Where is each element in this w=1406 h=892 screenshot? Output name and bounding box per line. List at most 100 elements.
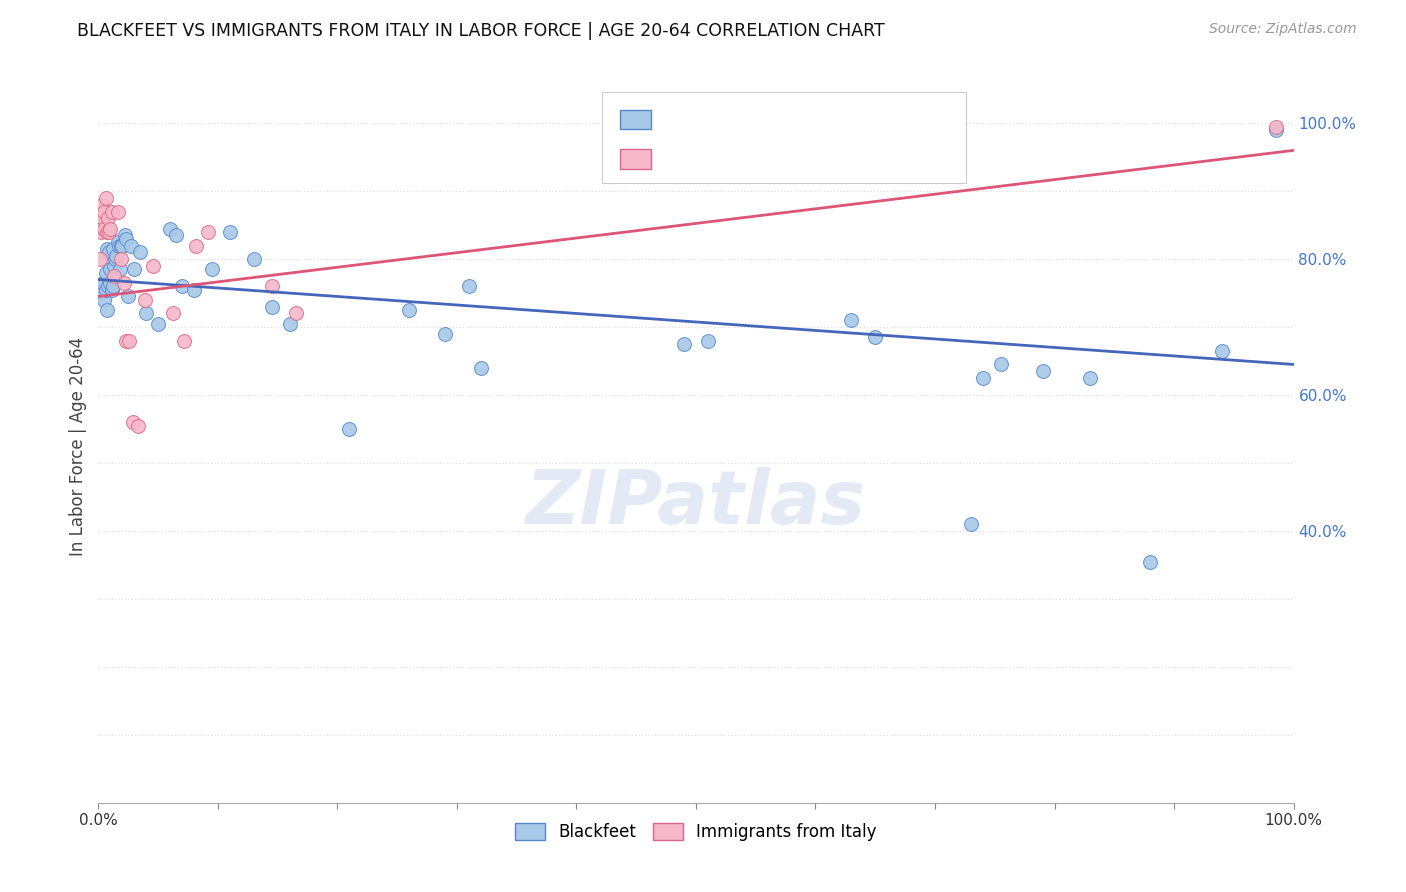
Text: 30: 30 xyxy=(855,150,880,169)
Point xyxy=(1080,371,1102,385)
Point xyxy=(118,334,141,348)
Point xyxy=(108,262,131,277)
Point xyxy=(142,259,165,273)
Text: 57: 57 xyxy=(855,111,880,128)
Point xyxy=(183,283,205,297)
Point xyxy=(134,293,156,307)
Point xyxy=(93,221,115,235)
Point xyxy=(972,371,994,385)
Point xyxy=(122,415,145,429)
Point xyxy=(398,303,420,318)
Point xyxy=(115,334,138,348)
Point xyxy=(173,334,195,348)
Point xyxy=(94,191,117,205)
Text: R =: R = xyxy=(661,150,700,169)
Point xyxy=(1211,343,1233,358)
Point xyxy=(100,204,122,219)
Point xyxy=(129,245,152,260)
Point xyxy=(98,245,121,260)
Point xyxy=(135,306,157,320)
Point xyxy=(120,238,142,252)
Point xyxy=(98,225,121,239)
Point xyxy=(100,283,122,297)
Point xyxy=(1139,555,1161,569)
Point xyxy=(197,225,219,239)
Point xyxy=(219,225,242,239)
Text: -0.180: -0.180 xyxy=(703,111,768,128)
Point xyxy=(110,252,132,266)
Point xyxy=(697,334,720,348)
Point xyxy=(98,262,122,277)
Point xyxy=(94,283,117,297)
Point xyxy=(111,238,134,252)
Point xyxy=(124,262,146,277)
Point xyxy=(110,238,132,252)
Text: R =: R = xyxy=(661,111,700,128)
Point xyxy=(186,238,208,252)
Point xyxy=(98,221,122,235)
Text: N =: N = xyxy=(815,111,855,128)
Point xyxy=(841,313,863,327)
Point xyxy=(960,517,983,532)
Point xyxy=(91,285,114,299)
Point xyxy=(1032,364,1054,378)
Point xyxy=(243,252,266,266)
Point xyxy=(89,252,111,266)
Point xyxy=(339,422,361,436)
Point xyxy=(94,266,117,280)
Point xyxy=(1264,120,1286,134)
Point xyxy=(96,225,118,239)
Point xyxy=(107,235,129,249)
Point xyxy=(165,228,187,243)
Point xyxy=(434,326,457,341)
Point xyxy=(284,306,307,320)
Point xyxy=(162,306,184,320)
Point xyxy=(172,279,194,293)
Point xyxy=(103,269,125,284)
Point xyxy=(93,293,115,307)
Point xyxy=(101,242,124,256)
Point xyxy=(96,303,118,318)
Point xyxy=(159,221,181,235)
Point xyxy=(104,252,127,266)
Legend: Blackfeet, Immigrants from Italy: Blackfeet, Immigrants from Italy xyxy=(509,816,883,848)
Point xyxy=(101,279,124,293)
Point xyxy=(91,198,114,212)
Point xyxy=(91,211,114,226)
Point xyxy=(260,300,283,314)
Point xyxy=(865,330,887,344)
Text: N =: N = xyxy=(815,150,855,169)
Point xyxy=(278,317,301,331)
Point xyxy=(93,204,115,219)
Point xyxy=(117,289,139,303)
Point xyxy=(98,276,122,290)
Point xyxy=(673,337,696,351)
Point xyxy=(458,279,481,293)
Point xyxy=(105,249,128,263)
Text: Source: ZipAtlas.com: Source: ZipAtlas.com xyxy=(1209,22,1357,37)
Point xyxy=(91,218,114,232)
Text: ZIPatlas: ZIPatlas xyxy=(526,467,866,540)
Point xyxy=(260,279,283,293)
Point xyxy=(107,204,129,219)
Point xyxy=(1264,123,1286,137)
Point xyxy=(201,262,224,277)
Point xyxy=(90,225,112,239)
Point xyxy=(470,360,492,375)
Point xyxy=(90,279,112,293)
Point xyxy=(114,228,136,243)
Y-axis label: In Labor Force | Age 20-64: In Labor Force | Age 20-64 xyxy=(69,336,87,556)
Point xyxy=(91,276,114,290)
Point xyxy=(115,232,138,246)
Point xyxy=(96,242,118,256)
Point xyxy=(990,358,1012,372)
Point xyxy=(127,418,149,433)
Point xyxy=(107,238,129,252)
Point xyxy=(112,276,135,290)
Text: BLACKFEET VS IMMIGRANTS FROM ITALY IN LABOR FORCE | AGE 20-64 CORRELATION CHART: BLACKFEET VS IMMIGRANTS FROM ITALY IN LA… xyxy=(77,22,886,40)
Point xyxy=(97,211,120,226)
Point xyxy=(97,279,120,293)
Point xyxy=(148,317,170,331)
Text: 0.306: 0.306 xyxy=(703,150,759,169)
Point xyxy=(103,259,125,273)
